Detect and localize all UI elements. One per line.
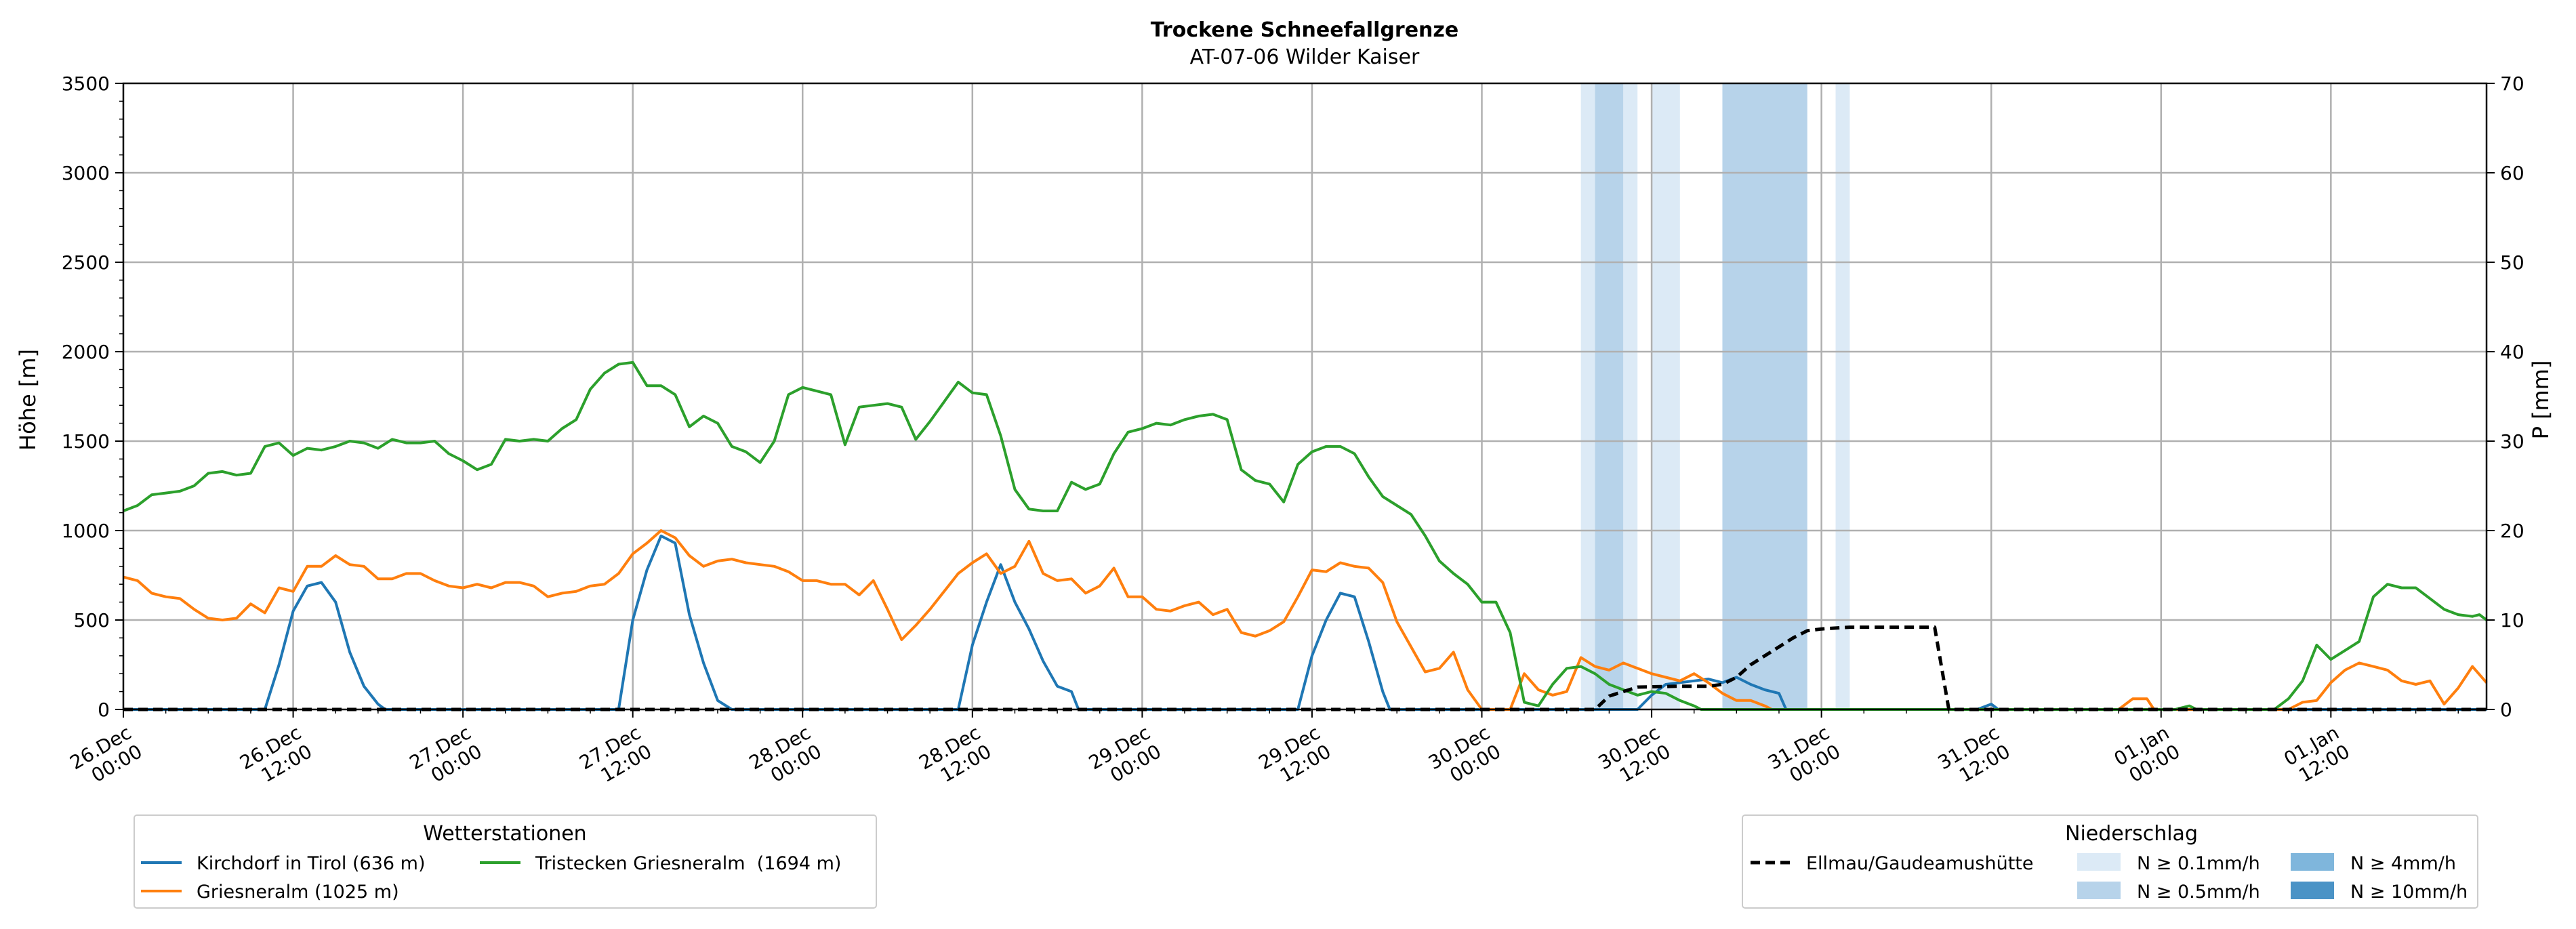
y2-tick-label-3: 30 (2500, 430, 2524, 453)
series-line-3 (123, 625, 2487, 711)
x-tick-label-12: 01.Jan00:00 (2110, 721, 2184, 789)
series-lines (123, 360, 2488, 711)
precip-band-1 (1595, 83, 1624, 709)
series-line-0 (123, 534, 2487, 711)
y-tick-label-5: 2500 (62, 251, 110, 274)
y2-tick-label-4: 40 (2500, 341, 2524, 363)
legend-stations-title: Wetterstationen (423, 822, 586, 846)
y2-tick-label-7: 70 (2500, 73, 2524, 95)
y2-tick-label-1: 10 (2500, 609, 2524, 632)
x-tick-label-4: 28.Dec00:00 (745, 721, 825, 793)
chart-subtitle: AT-07-06 Wilder Kaiser (1190, 45, 1420, 69)
series-line-2 (123, 360, 2488, 711)
x-tick-label-9: 30.Dec12:00 (1595, 721, 1675, 793)
x-tick-label-0: 26.Dec00:00 (66, 721, 146, 793)
y-axis-label: Höhe [m] (15, 349, 41, 451)
y-tick-label-4: 2000 (62, 341, 110, 363)
legend-swatch-n01 (2077, 853, 2121, 871)
legend-swatch-n4 (2291, 853, 2334, 871)
x-tick-label-6: 29.Dec00:00 (1085, 721, 1165, 793)
plot-frame (122, 82, 2488, 711)
legend-swatch-n10 (2291, 882, 2334, 899)
y2-tick-label-0: 0 (2500, 699, 2512, 721)
y-tick-label-3: 1500 (62, 430, 110, 453)
y2-axis-label: P [mm] (2528, 360, 2554, 440)
legend-label-n01: N ≥ 0.1mm/h (2137, 853, 2260, 874)
precip-band-0 (1580, 83, 1595, 709)
legend-swatch-n05 (2077, 882, 2121, 899)
x-tick-label-3: 27.Dec12:00 (575, 721, 655, 793)
y-tick-label-0: 0 (98, 699, 110, 721)
precip-bands (1580, 83, 1850, 709)
chart-title: Trockene Schneefallgrenze (1151, 18, 1458, 42)
y2-tick-label-5: 50 (2500, 251, 2524, 274)
legend-label-griesneralm: Griesneralm (1025 m) (197, 882, 399, 903)
precip-band-4 (1722, 83, 1807, 709)
x-tick-label-13: 01.Jan12:00 (2280, 721, 2353, 789)
x-tick-label-11: 31.Dec12:00 (1934, 721, 2014, 793)
y2-tick-label-2: 20 (2500, 520, 2524, 542)
x-tick-label-5: 28.Dec12:00 (915, 721, 995, 793)
y-tick-label-1: 500 (74, 609, 110, 632)
legend-precip: Niederschlag Ellmau/Gaudeamushütte N ≥ 0… (1742, 814, 2478, 909)
legend-label-n4: N ≥ 4mm/h (2350, 853, 2456, 874)
y2-tick-label-6: 60 (2500, 162, 2524, 184)
x-tick-label-8: 30.Dec00:00 (1425, 721, 1505, 793)
precip-band-3 (1652, 83, 1680, 709)
x-tick-label-1: 26.Dec12:00 (236, 721, 316, 793)
legend-stations: Wetterstationen Kirchdorf in Tirol (636 … (134, 814, 877, 909)
precip-band-2 (1623, 83, 1638, 709)
y-tick-label-2: 1000 (62, 520, 110, 542)
legend-precip-title: Niederschlag (2065, 822, 2198, 846)
x-tick-label-2: 27.Dec00:00 (406, 721, 486, 793)
legend-label-ellmau: Ellmau/Gaudeamushütte (1806, 853, 2033, 874)
x-tick-label-7: 29.Dec12:00 (1254, 721, 1334, 793)
y-tick-label-6: 3000 (62, 162, 110, 184)
precip-band-5 (1835, 83, 1850, 709)
legend-label-n10: N ≥ 10mm/h (2350, 882, 2468, 903)
axes: 0 500 1000 1500 2000 2500 3000 3500 0 10 20 30 40 50 6… (62, 73, 2524, 793)
y-tick-label-7: 3500 (62, 73, 110, 95)
grid-lines (123, 83, 2487, 709)
legend-label-tristecken: Tristecken Griesneralm (1694 m) (535, 853, 841, 874)
x-tick-label-10: 31.Dec00:00 (1764, 721, 1844, 793)
legend-label-kirchdorf: Kirchdorf in Tirol (636 m) (197, 853, 425, 874)
legend-label-n05: N ≥ 0.5mm/h (2137, 882, 2260, 903)
series-line-1 (123, 529, 2488, 711)
